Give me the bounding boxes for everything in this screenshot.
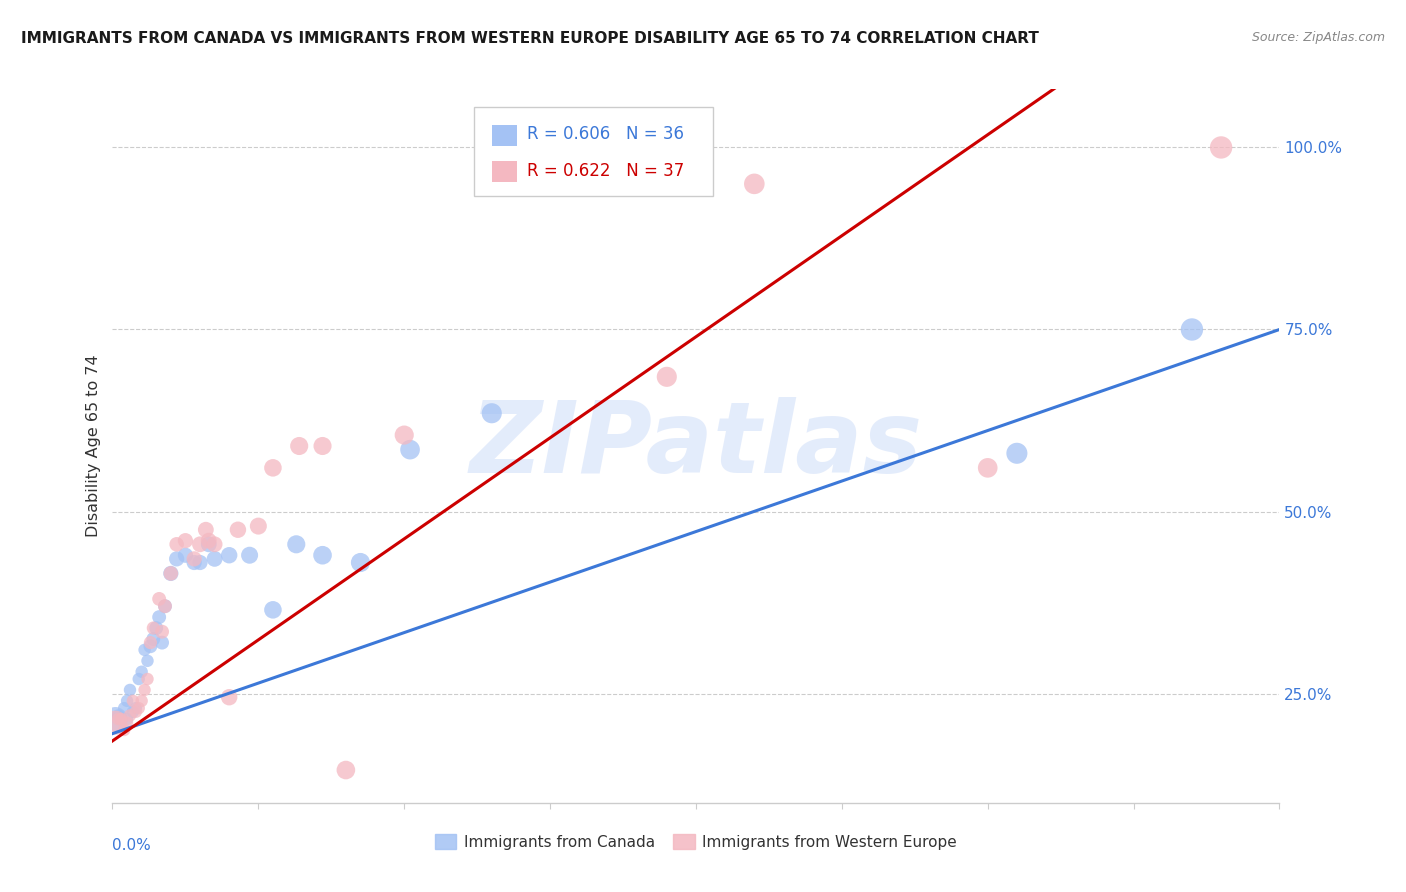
Point <box>183 556 205 570</box>
Point <box>160 566 183 581</box>
Text: 0.0%: 0.0% <box>112 838 152 854</box>
Point <box>239 548 262 562</box>
Point <box>218 690 240 705</box>
Point <box>148 591 170 606</box>
Point <box>976 460 998 475</box>
Point <box>481 406 503 420</box>
Point <box>160 566 183 581</box>
Point <box>204 552 226 566</box>
FancyBboxPatch shape <box>492 125 517 146</box>
Point <box>335 763 357 777</box>
Legend: Immigrants from Canada, Immigrants from Western Europe: Immigrants from Canada, Immigrants from … <box>429 828 963 855</box>
Point <box>183 552 205 566</box>
Text: IMMIGRANTS FROM CANADA VS IMMIGRANTS FROM WESTERN EUROPE DISABILITY AGE 65 TO 74: IMMIGRANTS FROM CANADA VS IMMIGRANTS FRO… <box>21 31 1039 46</box>
Point <box>153 599 176 614</box>
Text: ZIPatlas: ZIPatlas <box>470 398 922 494</box>
Y-axis label: Disability Age 65 to 74: Disability Age 65 to 74 <box>86 355 101 537</box>
Point <box>197 533 219 548</box>
Point <box>125 701 148 715</box>
Point <box>188 556 211 570</box>
Point <box>145 621 167 635</box>
Point <box>128 672 150 686</box>
Point <box>118 708 141 723</box>
Point <box>153 599 176 614</box>
Point <box>174 548 197 562</box>
Point <box>107 708 129 723</box>
Point <box>115 712 138 726</box>
Point <box>1209 140 1232 154</box>
Point <box>122 705 145 719</box>
Point <box>204 537 226 551</box>
Point <box>107 712 129 726</box>
Point <box>226 523 249 537</box>
Point <box>134 682 156 697</box>
Point <box>174 533 197 548</box>
Point <box>115 694 138 708</box>
Point <box>262 460 284 475</box>
Point <box>197 537 219 551</box>
Point <box>128 701 150 715</box>
Point <box>110 712 132 726</box>
Point <box>194 523 217 537</box>
Point <box>115 715 138 730</box>
Point <box>1181 322 1204 336</box>
Point <box>104 715 127 730</box>
Point <box>150 624 173 639</box>
Point <box>142 621 165 635</box>
Point <box>134 643 156 657</box>
Text: R = 0.606   N = 36: R = 0.606 N = 36 <box>527 125 683 143</box>
Point <box>311 548 333 562</box>
Point <box>122 694 145 708</box>
Point <box>247 519 270 533</box>
Point <box>218 548 240 562</box>
FancyBboxPatch shape <box>474 107 713 196</box>
Point <box>285 537 308 551</box>
Point <box>399 442 422 457</box>
Point <box>131 665 153 679</box>
Point <box>136 672 159 686</box>
Point <box>262 603 284 617</box>
Text: R = 0.622   N = 37: R = 0.622 N = 37 <box>527 162 683 180</box>
Point <box>150 635 173 649</box>
Point <box>139 639 162 653</box>
Point <box>166 552 188 566</box>
Point <box>1005 446 1028 460</box>
Point <box>125 705 148 719</box>
Point <box>311 439 333 453</box>
Point <box>131 694 153 708</box>
Point <box>139 635 162 649</box>
FancyBboxPatch shape <box>492 161 517 182</box>
Point <box>148 610 170 624</box>
Point <box>110 712 132 726</box>
Point <box>136 654 159 668</box>
Point <box>394 428 416 442</box>
Point <box>104 712 127 726</box>
Point <box>188 537 211 551</box>
Point <box>288 439 311 453</box>
Point <box>349 556 371 570</box>
Point <box>112 723 135 737</box>
Text: Source: ZipAtlas.com: Source: ZipAtlas.com <box>1251 31 1385 45</box>
Point <box>112 701 135 715</box>
Point <box>142 632 165 646</box>
Point <box>742 177 765 191</box>
Point <box>655 369 678 384</box>
Point <box>118 682 141 697</box>
Point <box>166 537 188 551</box>
